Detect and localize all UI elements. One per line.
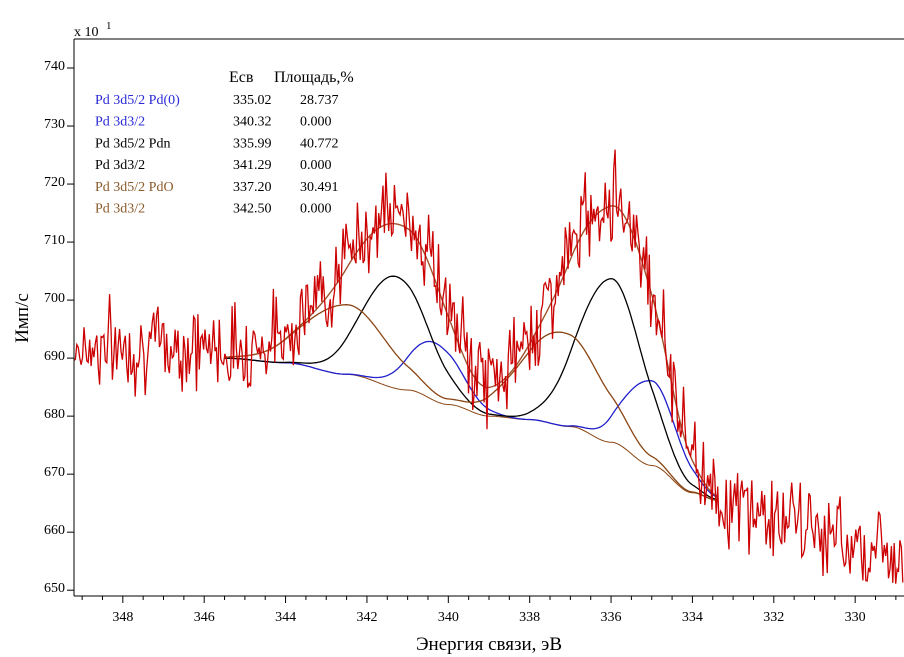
y-tick-label: 680 xyxy=(44,407,65,422)
y-tick-label: 650 xyxy=(44,581,65,596)
legend-row-energy: 342.50 xyxy=(233,202,272,217)
legend-row-label: Pd 3d5/2 Pd(0) xyxy=(95,93,180,108)
legend-row-label: Pd 3d3/2 xyxy=(95,202,145,217)
y-tick-label: 660 xyxy=(44,523,65,538)
legend-row-area: 30.491 xyxy=(300,180,339,195)
legend-row-label: Pd 3d5/2 Pdn xyxy=(95,136,170,151)
x-axis-ticks: 348 346 344 342 340 338 336 334 332 330 xyxy=(82,596,896,625)
legend-row-energy: 335.02 xyxy=(233,93,272,108)
y-axis-title: Имп/с xyxy=(12,293,33,343)
x-tick-label: 346 xyxy=(194,610,215,625)
x-tick-label: 338 xyxy=(519,610,540,625)
legend-row-energy: 335.99 xyxy=(233,136,272,151)
y-tick-label: 730 xyxy=(44,117,65,132)
legend-row-area: 0.000 xyxy=(300,115,332,130)
y-axis-ticks: 650 660 670 680 690 700 710 720 730 740 xyxy=(44,59,74,596)
legend-row-label: Pd 3d3/2 xyxy=(95,115,145,130)
legend-row-area: 0.000 xyxy=(300,158,332,173)
x-tick-label: 330 xyxy=(845,610,866,625)
x-axis-title: Энергия связи, эВ xyxy=(416,634,562,655)
x-tick-label: 336 xyxy=(601,610,622,625)
legend-header-area: Площадь,% xyxy=(274,69,354,86)
x-tick-label: 344 xyxy=(275,610,296,625)
scale-label: x 10 xyxy=(74,25,99,40)
y-tick-label: 700 xyxy=(44,291,65,306)
legend-header-energy: Есв xyxy=(229,69,254,86)
x-tick-label: 332 xyxy=(763,610,784,625)
x-tick-label: 348 xyxy=(112,610,133,625)
legend-row-area: 0.000 xyxy=(300,202,332,217)
legend-row-energy: 341.29 xyxy=(233,158,272,173)
y-tick-label: 710 xyxy=(44,233,65,248)
legend-row-label: Pd 3d5/2 PdO xyxy=(95,180,174,195)
scale-exponent: 1 xyxy=(106,20,112,32)
y-tick-label: 670 xyxy=(44,465,65,480)
legend-row-energy: 340.32 xyxy=(233,115,272,130)
legend-row-area: 40.772 xyxy=(300,136,339,151)
legend-row-label: Pd 3d3/2 xyxy=(95,158,145,173)
x-tick-label: 334 xyxy=(682,610,703,625)
y-tick-label: 720 xyxy=(44,175,65,190)
legend-row-area: 28.737 xyxy=(300,93,339,108)
y-tick-label: 690 xyxy=(44,349,65,364)
y-tick-label: 740 xyxy=(44,59,65,74)
legend-row-energy: 337.20 xyxy=(233,180,272,195)
x-tick-label: 342 xyxy=(356,610,377,625)
x-tick-label: 340 xyxy=(438,610,459,625)
